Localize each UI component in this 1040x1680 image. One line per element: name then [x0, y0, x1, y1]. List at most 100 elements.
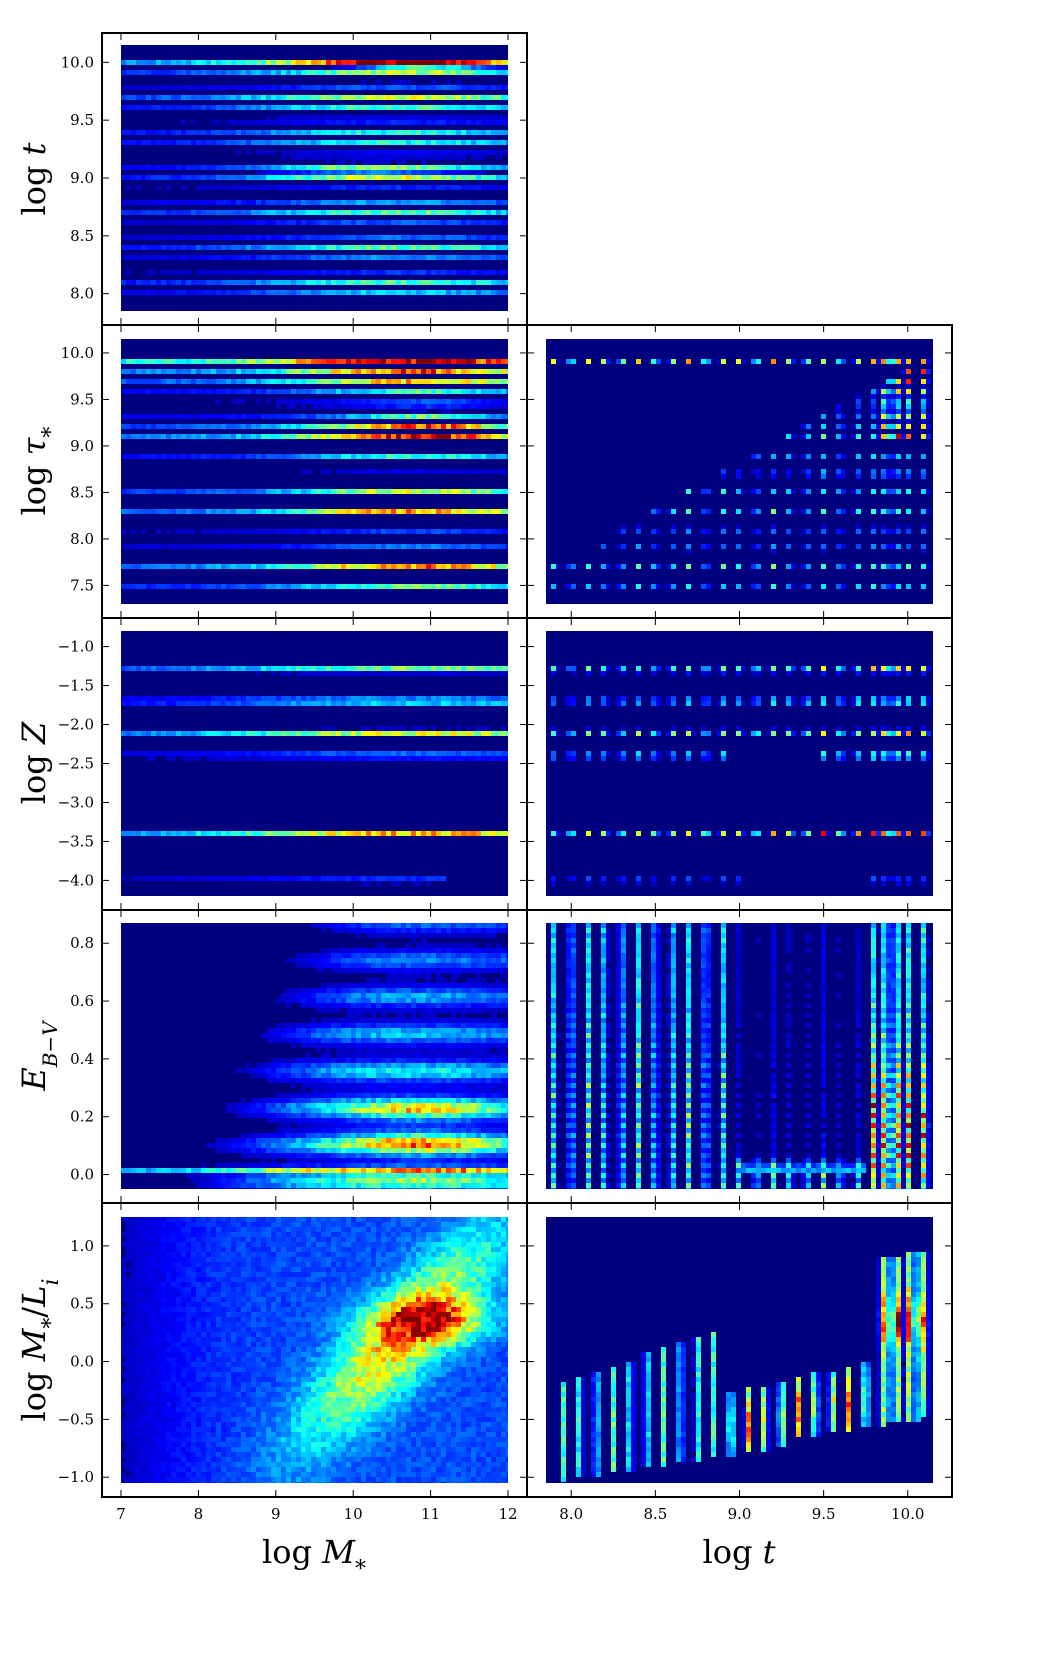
heatmap-cell: [926, 434, 931, 439]
heatmap-cell: [176, 105, 181, 110]
heatmap-cell: [496, 756, 501, 761]
heatmap-cell: [201, 165, 206, 170]
heatmap-cell: [421, 70, 426, 75]
heatmap-cell: [446, 220, 451, 225]
heatmap-cell: [741, 489, 746, 494]
heatmap-cell: [401, 200, 406, 205]
heatmap-cell: [206, 751, 211, 756]
heatmap-cell: [431, 165, 436, 170]
heatmap-cell: [366, 155, 371, 160]
heatmap-cell: [426, 170, 431, 175]
heatmap-cell: [171, 369, 176, 374]
heatmap-cell: [496, 245, 501, 250]
heatmap-cell: [221, 105, 226, 110]
heatmap-cell: [316, 756, 321, 761]
heatmap-cell: [211, 584, 216, 589]
heatmap-cell: [221, 584, 226, 589]
heatmap-cell: [431, 923, 436, 928]
heatmap-cell: [441, 963, 446, 968]
heatmap-cell: [306, 220, 311, 225]
heatmap-cell: [356, 923, 361, 928]
heatmap-cell: [426, 95, 431, 100]
heatmap-cell: [491, 200, 496, 205]
heatmap-cell: [376, 948, 381, 953]
heatmap-cell: [151, 756, 156, 761]
heatmap-cell: [606, 359, 611, 364]
heatmap-cell: [821, 414, 826, 419]
heatmap-cell: [481, 948, 486, 953]
heatmap-cell: [156, 876, 161, 881]
heatmap-cell: [381, 968, 386, 973]
heatmap-cell: [311, 140, 316, 145]
heatmap-cell: [851, 666, 856, 671]
heatmap-cell: [301, 751, 306, 756]
heatmap-cell: [191, 130, 196, 135]
heatmap-cell: [206, 255, 211, 260]
heatmap-cell: [166, 245, 171, 250]
heatmap-cell: [121, 414, 126, 419]
heatmap-cell: [371, 389, 376, 394]
heatmap-cell: [786, 726, 791, 731]
heatmap-cell: [306, 584, 311, 589]
heatmap-cell: [921, 454, 926, 459]
heatmap-cell: [266, 876, 271, 881]
heatmap-cell: [361, 544, 366, 549]
heatmap-cell: [436, 876, 441, 881]
heatmap-cell: [756, 564, 761, 569]
heatmap-cell: [251, 756, 256, 761]
heatmap-cell: [446, 200, 451, 205]
heatmap-cell: [136, 831, 141, 836]
heatmap-cell: [311, 489, 316, 494]
heatmap-cell: [341, 928, 346, 933]
heatmap-cell: [701, 756, 706, 761]
heatmap-cell: [186, 175, 191, 180]
heatmap-cell: [431, 170, 436, 175]
heatmap-cell: [231, 210, 236, 215]
heatmap-cell: [321, 235, 326, 240]
heatmap-cell: [211, 489, 216, 494]
heatmap-cell: [421, 923, 426, 928]
heatmap-cell: [226, 529, 231, 534]
heatmap-cell: [896, 831, 901, 836]
heatmap-cell: [411, 369, 416, 374]
heatmap-cell: [336, 948, 341, 953]
heatmap-cell: [391, 666, 396, 671]
heatmap-cell: [436, 280, 441, 285]
heatmap-cell: [276, 434, 281, 439]
heatmap-cell: [886, 701, 891, 706]
heatmap-cell: [491, 120, 496, 125]
heatmap-cell: [376, 105, 381, 110]
heatmap-cell: [356, 200, 361, 205]
heatmap-cell: [501, 85, 506, 90]
heatmap-cell: [256, 150, 261, 155]
heatmap-cell: [786, 469, 791, 474]
heatmap-cell: [241, 105, 246, 110]
heatmap-cell: [376, 454, 381, 459]
heatmap-cell: [176, 245, 181, 250]
heatmap-cell: [686, 731, 691, 736]
heatmap-cell: [301, 564, 306, 569]
heatmap-cell: [486, 389, 491, 394]
heatmap-cell: [476, 454, 481, 459]
heatmap-cell: [406, 130, 411, 135]
heatmap-cell: [361, 185, 366, 190]
heatmap-cell: [476, 923, 481, 928]
heatmap-cell: [311, 923, 316, 928]
heatmap-cell: [501, 963, 506, 968]
heatmap-cell: [926, 701, 931, 706]
heatmap-cell: [411, 968, 416, 973]
heatmap-cell: [456, 701, 461, 706]
heatmap-cell: [336, 140, 341, 145]
heatmap-cell: [806, 831, 811, 836]
heatmap-cell: [126, 731, 131, 736]
heatmap-cell: [126, 270, 131, 275]
heatmap-cell: [386, 953, 391, 958]
heatmap-cell: [211, 414, 216, 419]
heatmap-cell: [141, 424, 146, 429]
heatmap-cell: [356, 70, 361, 75]
heatmap-cell: [706, 751, 711, 756]
heatmap-cell: [506, 564, 508, 569]
heatmap-cell: [286, 70, 291, 75]
heatmap-cell: [381, 255, 386, 260]
heatmap-cell: [921, 424, 926, 429]
